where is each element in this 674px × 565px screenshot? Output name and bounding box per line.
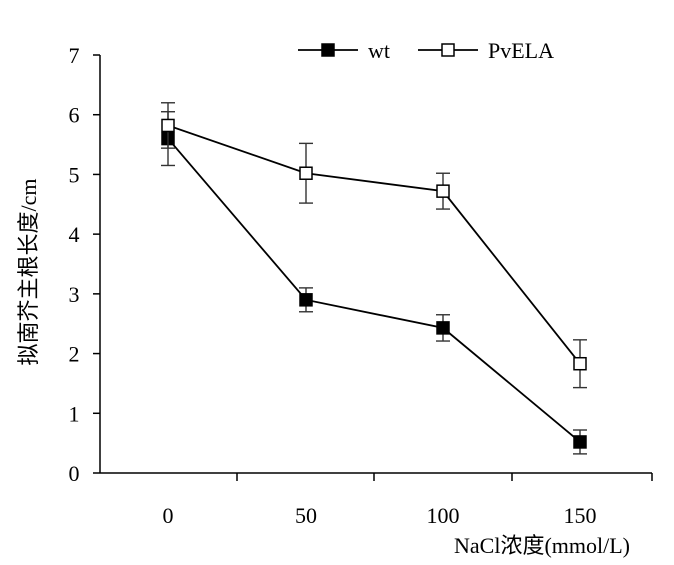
legend: wt PvELA	[298, 38, 554, 63]
legend-label: PvELA	[488, 38, 554, 63]
x-axis-label: NaCl浓度(mmol/L)	[454, 533, 630, 558]
y-tick-label: 3	[69, 282, 80, 307]
data-point	[299, 293, 313, 307]
legend-label: wt	[368, 38, 390, 63]
data-point	[436, 321, 450, 335]
series-layer	[161, 102, 587, 455]
axes: 0 1 2 3 4 5 6 7 0 50 100 150	[69, 43, 653, 528]
y-tick-label: 6	[69, 103, 80, 128]
x-tick-label: 150	[564, 503, 597, 528]
y-axis-label: 拟南芥主根长度/cm	[16, 179, 41, 366]
series-PvELA	[161, 102, 587, 389]
x-tick-label: 100	[427, 503, 460, 528]
y-tick-label: 2	[69, 342, 80, 367]
data-point	[573, 356, 587, 371]
y-tick-label: 5	[69, 162, 80, 187]
series-line	[167, 124, 581, 365]
x-tick-label: 50	[295, 503, 317, 528]
x-tick-label: 0	[163, 503, 174, 528]
data-point	[436, 184, 450, 198]
y-tick-label: 0	[69, 461, 80, 486]
legend-item-wt: wt	[298, 38, 390, 63]
y-tick-label: 1	[69, 401, 80, 426]
series-line	[167, 138, 581, 443]
legend-marker	[441, 43, 455, 57]
series-wt	[161, 111, 587, 455]
data-point	[573, 435, 587, 449]
data-point	[299, 166, 313, 180]
y-tick-label: 7	[69, 43, 80, 68]
legend-item-PvELA: PvELA	[418, 38, 554, 63]
y-tick-label: 4	[69, 222, 80, 247]
data-point	[161, 118, 175, 133]
legend-marker	[321, 43, 335, 57]
